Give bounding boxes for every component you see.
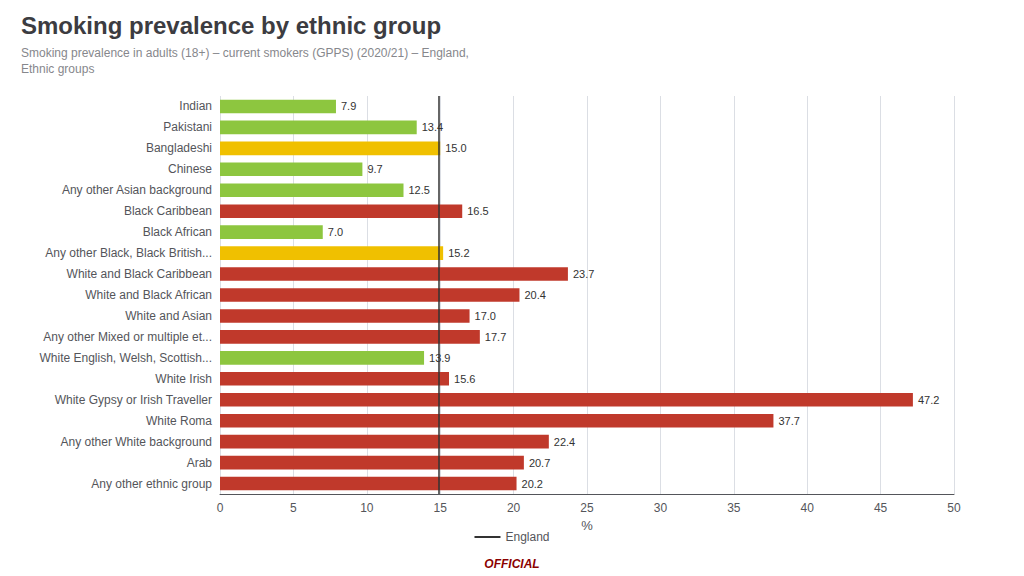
- svg-text:5: 5: [290, 501, 297, 515]
- svg-text:White Gypsy or Irish Traveller: White Gypsy or Irish Traveller: [55, 393, 212, 407]
- svg-text:20: 20: [507, 501, 521, 515]
- svg-text:30: 30: [654, 501, 668, 515]
- svg-text:15.0: 15.0: [445, 142, 466, 154]
- svg-text:Smoking prevalence by ethnic g: Smoking prevalence by ethnic group: [21, 12, 441, 39]
- svg-text:Pakistani: Pakistani: [163, 120, 212, 134]
- svg-text:Smoking prevalence in adults (: Smoking prevalence in adults (18+) – cur…: [21, 46, 469, 60]
- svg-text:22.4: 22.4: [554, 436, 575, 448]
- svg-text:20.4: 20.4: [524, 289, 545, 301]
- svg-text:%: %: [581, 518, 593, 533]
- svg-text:White English, Welsh, Scottish: White English, Welsh, Scottish...: [39, 351, 212, 365]
- svg-text:50: 50: [947, 501, 961, 515]
- svg-text:White Irish: White Irish: [155, 372, 212, 386]
- svg-text:Chinese: Chinese: [168, 162, 212, 176]
- svg-text:9.7: 9.7: [367, 163, 382, 175]
- svg-text:13.9: 13.9: [429, 352, 450, 364]
- svg-text:47.2: 47.2: [918, 394, 939, 406]
- svg-text:Any other White background: Any other White background: [61, 435, 212, 449]
- svg-text:0: 0: [217, 501, 224, 515]
- svg-text:16.5: 16.5: [467, 205, 488, 217]
- svg-text:Black African: Black African: [143, 225, 212, 239]
- svg-text:White and Black African: White and Black African: [85, 288, 212, 302]
- svg-text:17.0: 17.0: [475, 310, 496, 322]
- svg-text:Bangladeshi: Bangladeshi: [146, 141, 212, 155]
- svg-text:White and Asian: White and Asian: [125, 309, 212, 323]
- svg-text:Any other Asian background: Any other Asian background: [62, 183, 212, 197]
- svg-text:England: England: [505, 530, 549, 544]
- svg-text:35: 35: [727, 501, 741, 515]
- svg-text:Any other ethnic group: Any other ethnic group: [91, 477, 212, 491]
- svg-text:40: 40: [801, 501, 815, 515]
- svg-text:OFFICIAL: OFFICIAL: [484, 557, 539, 571]
- svg-text:10: 10: [360, 501, 374, 515]
- svg-text:Indian: Indian: [179, 99, 212, 113]
- svg-text:White and Black Caribbean: White and Black Caribbean: [67, 267, 212, 281]
- svg-text:23.7: 23.7: [573, 268, 594, 280]
- svg-text:7.9: 7.9: [341, 100, 356, 112]
- svg-text:Arab: Arab: [187, 456, 213, 470]
- svg-text:45: 45: [874, 501, 888, 515]
- svg-text:17.7: 17.7: [485, 331, 506, 343]
- svg-text:15: 15: [434, 501, 448, 515]
- svg-text:12.5: 12.5: [409, 184, 430, 196]
- svg-text:20.7: 20.7: [529, 457, 550, 469]
- svg-text:37.7: 37.7: [778, 415, 799, 427]
- svg-text:Any other Black, Black British: Any other Black, Black British...: [45, 246, 212, 260]
- svg-text:7.0: 7.0: [328, 226, 343, 238]
- svg-text:15.6: 15.6: [454, 373, 475, 385]
- svg-text:Black Caribbean: Black Caribbean: [124, 204, 212, 218]
- svg-text:15.2: 15.2: [448, 247, 469, 259]
- svg-text:13.4: 13.4: [422, 121, 443, 133]
- svg-text:25: 25: [580, 501, 594, 515]
- svg-text:20.2: 20.2: [522, 478, 543, 490]
- svg-text:Ethnic groups: Ethnic groups: [21, 62, 94, 76]
- svg-text:White Roma: White Roma: [146, 414, 212, 428]
- svg-text:Any other Mixed or multiple et: Any other Mixed or multiple et...: [43, 330, 212, 344]
